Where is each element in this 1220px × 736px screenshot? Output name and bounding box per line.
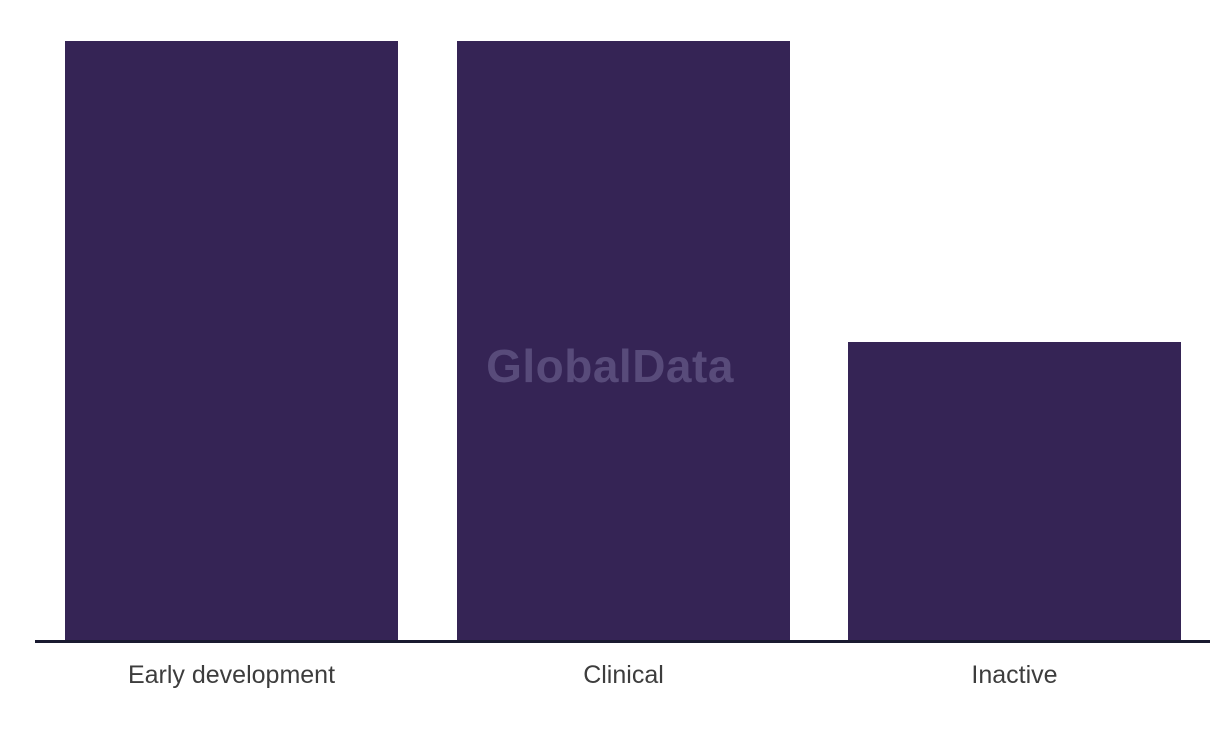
- bar-early-development: [65, 41, 398, 640]
- x-axis-label-inactive: Inactive: [971, 661, 1058, 689]
- x-axis-label-clinical: Clinical: [583, 661, 664, 689]
- x-axis-label-early-development: Early development: [127, 661, 336, 689]
- bar-clinical: [457, 41, 790, 640]
- x-axis-line: [35, 640, 1210, 643]
- bar-inactive: [848, 341, 1181, 640]
